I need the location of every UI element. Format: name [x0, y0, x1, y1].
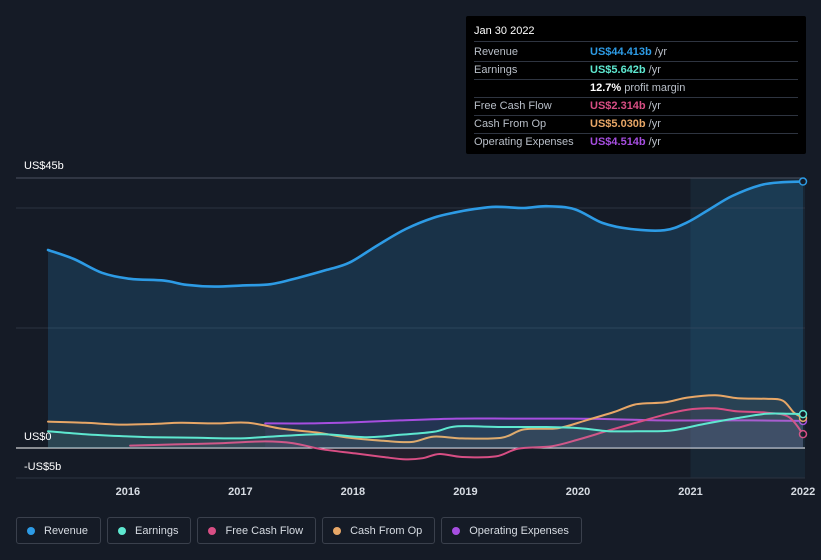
tooltip-value: US$5.030b — [590, 118, 646, 130]
tooltip-row-cash-from-op: Cash From Op US$5.030b /yr — [474, 116, 798, 134]
tooltip-label — [474, 80, 590, 97]
tooltip-value: 12.7% — [590, 82, 622, 94]
tooltip-value: US$44.413b — [590, 46, 652, 58]
legend-item-free-cash-flow[interactable]: Free Cash Flow — [197, 517, 317, 544]
series-area-cash-from-op — [48, 395, 803, 448]
series-line-operating-expenses — [264, 417, 804, 425]
legend-item-earnings[interactable]: Earnings — [107, 517, 192, 544]
x-tick-label: 2017 — [228, 486, 252, 498]
legend-label: Revenue — [44, 524, 89, 537]
legend-dot-icon — [118, 526, 127, 535]
tooltip-label: Earnings — [474, 64, 518, 76]
tooltip-value: US$5.642b — [590, 64, 646, 76]
y-axis-zero-label: US$0 — [24, 431, 52, 443]
tooltip-unit: /yr — [648, 100, 661, 112]
x-tick-label: 2019 — [453, 486, 477, 498]
series-area-revenue — [48, 181, 803, 448]
series-line-earnings — [47, 412, 804, 440]
series-line-revenue — [46, 180, 805, 288]
series-line-cash-from-op — [47, 394, 804, 444]
x-tick-label: 2018 — [341, 486, 365, 498]
tooltip-row-revenue: Revenue US$44.413b /yr — [474, 44, 798, 62]
y-axis-bottom-label: -US$5b — [24, 461, 62, 473]
tooltip-unit: /yr — [648, 118, 661, 130]
legend-label: Operating Expenses — [469, 524, 569, 537]
tooltip-row-profit-margin: 12.7% profit margin — [474, 80, 798, 98]
tooltip-value: US$2.314b — [590, 100, 646, 112]
series-area-operating-expenses — [265, 418, 803, 448]
tooltip-label: Operating Expenses — [474, 136, 574, 148]
legend-item-operating-expenses[interactable]: Operating Expenses — [441, 517, 582, 544]
legend-dot-icon — [27, 526, 35, 535]
tooltip-unit: profit margin — [624, 82, 686, 94]
tooltip-row-earnings: Earnings US$5.642b /yr — [474, 62, 798, 80]
legend-dot-icon — [333, 526, 342, 535]
x-tick-label: 2020 — [566, 486, 590, 498]
data-tooltip: Jan 30 2022 Revenue US$44.413b /yr Earni… — [466, 16, 806, 154]
tooltip-row-free-cash-flow: Free Cash Flow US$2.314b /yr — [474, 98, 798, 116]
legend-label: Earnings — [135, 524, 179, 537]
x-tick-label: 2016 — [116, 486, 140, 498]
legend-item-revenue[interactable]: Revenue — [16, 517, 102, 544]
series-end-point-revenue — [798, 177, 808, 186]
x-tick-label: 2022 — [791, 486, 815, 498]
tooltip-row-operating-expenses: Operating Expenses US$4.514b /yr — [474, 134, 798, 151]
legend-label: Cash From Op — [350, 524, 423, 537]
tooltip-label: Revenue — [474, 46, 519, 58]
tooltip-unit: /yr — [648, 64, 661, 76]
chart-legend: Revenue Earnings Free Cash Flow Cash Fro… — [16, 517, 582, 544]
tooltip-label: Free Cash Flow — [474, 100, 552, 112]
series-area-free-cash-flow — [130, 408, 804, 460]
y-axis-top-label: US$45b — [24, 160, 64, 172]
legend-item-cash-from-op[interactable]: Cash From Op — [322, 517, 436, 544]
series-end-point-earnings — [798, 409, 808, 419]
legend-label: Free Cash Flow — [225, 524, 304, 537]
series-line-free-cash-flow — [129, 407, 804, 461]
tooltip-date: Jan 30 2022 — [474, 24, 798, 42]
legend-dot-icon — [452, 526, 461, 535]
tooltip-value: US$4.514b — [590, 136, 646, 148]
tooltip-label: Cash From Op — [474, 118, 547, 130]
tooltip-unit: /yr — [654, 46, 667, 58]
x-tick-label: 2021 — [678, 486, 702, 498]
legend-dot-icon — [208, 526, 217, 535]
chart-plot: 2016 2017 2018 2019 2020 2021 2022 — [16, 177, 815, 498]
tooltip-unit: /yr — [648, 136, 661, 148]
series-end-point-free-cash-flow — [798, 429, 808, 439]
